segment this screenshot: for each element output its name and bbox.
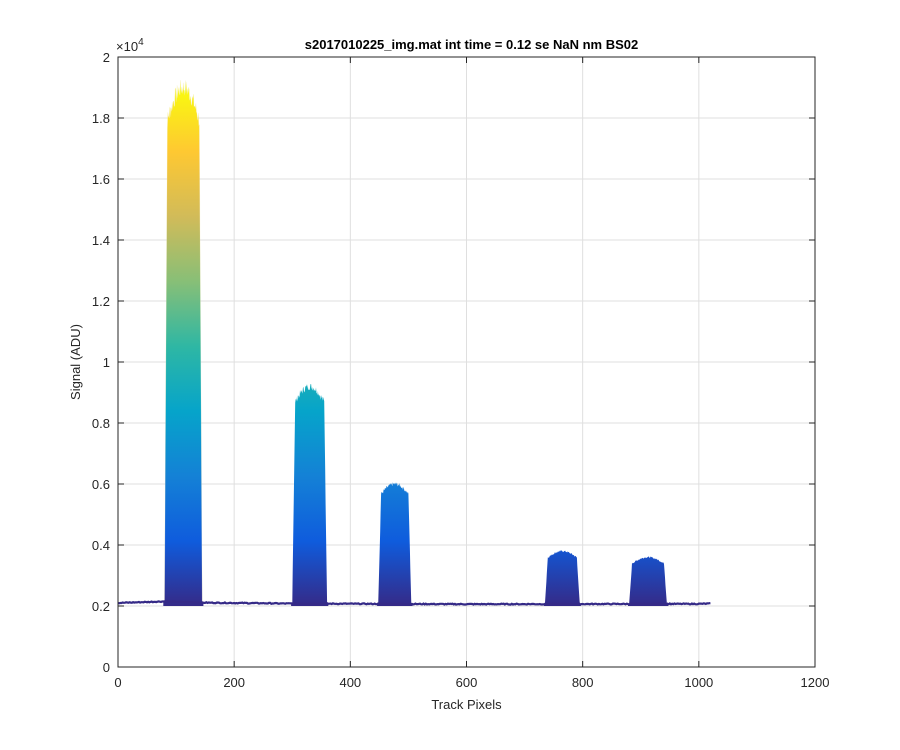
chart-title: s2017010225_img.mat int time = 0.12 se N…	[305, 37, 639, 52]
axis-ticks: 0 200 400 600 800 1000 1200 0 0.2 0.4 0.6 0.8 1 1.2 1.…	[92, 50, 830, 690]
peak-4	[543, 550, 581, 606]
x-tick-label: 1000	[684, 675, 713, 690]
peak-3	[377, 482, 413, 606]
x-tick-label: 200	[223, 675, 245, 690]
peak-2	[291, 384, 329, 606]
y-tick-label: 1	[103, 355, 110, 370]
y-axis-title: Signal (ADU)	[68, 324, 83, 400]
y-tick-label: 1.2	[92, 294, 110, 309]
y-tick-label: 2	[103, 50, 110, 65]
y-tick-label: 0.4	[92, 538, 110, 553]
x-tick-label: 800	[572, 675, 594, 690]
x-tick-label: 400	[339, 675, 361, 690]
y-exponent-power: 4	[138, 37, 144, 48]
peak-5	[628, 556, 668, 606]
y-tick-label: 1.6	[92, 172, 110, 187]
y-axis-exponent: ×104	[116, 37, 144, 54]
x-tick-label: 1200	[801, 675, 830, 690]
y-tick-label: 0.2	[92, 599, 110, 614]
y-tick-label: 1.4	[92, 233, 110, 248]
x-tick-label: 600	[456, 675, 478, 690]
y-tick-label: 0.6	[92, 477, 110, 492]
plot-data	[117, 79, 711, 606]
baseline-trace	[117, 599, 711, 606]
x-axis-title: Track Pixels	[431, 697, 502, 712]
y-tick-label: 0.8	[92, 416, 110, 431]
x-tick-label: 0	[114, 675, 121, 690]
peak-1-edge	[163, 79, 204, 603]
peak-1	[163, 80, 204, 606]
grid	[117, 56, 816, 668]
y-tick-label: 0	[103, 660, 110, 675]
y-tick-label: 1.8	[92, 111, 110, 126]
y-exponent-base: ×10	[116, 39, 138, 54]
